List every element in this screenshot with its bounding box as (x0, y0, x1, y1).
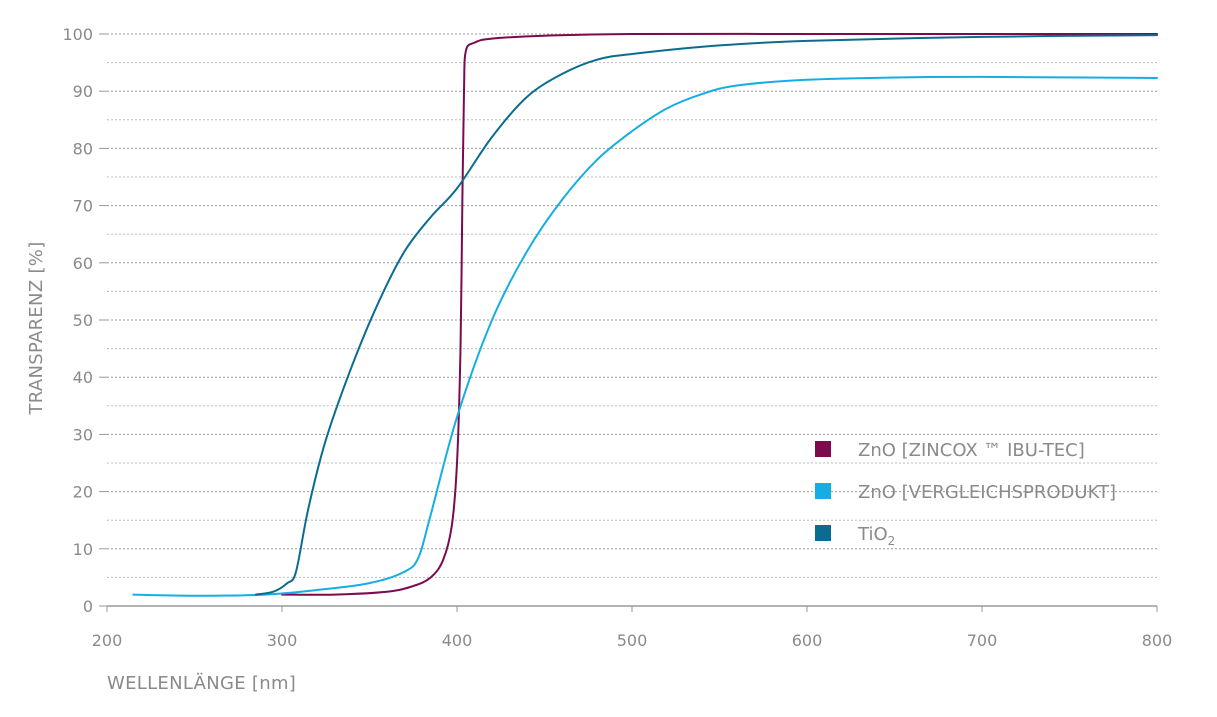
y-axis-ticks: 0 10 20 30 40 50 60 70 80 90 100 (62, 25, 107, 616)
series-line-zincox-ibu-tec (281, 32, 1158, 596)
x-tick-label: 400 (442, 631, 473, 650)
legend: ZnO [ZINCOX ™ IBU-TEC] ZnO [VERGLEICHSPRO… (815, 440, 1116, 548)
y-tick-label: 100 (62, 25, 93, 44)
y-tick-label: 80 (73, 139, 93, 158)
legend-swatch (815, 525, 831, 541)
y-tick-label: 90 (73, 82, 93, 101)
y-tick-label: 20 (73, 483, 93, 502)
legend-label: TiO2 (857, 524, 895, 548)
legend-swatch (815, 483, 831, 499)
series-line-vergleichsprodukt (132, 75, 1158, 597)
legend-swatch (815, 441, 831, 457)
legend-label: ZnO [ZINCOX ™ IBU-TEC] (858, 440, 1085, 461)
y-tick-label: 60 (73, 254, 93, 273)
x-tick-label: 500 (617, 631, 648, 650)
series-lines (132, 32, 1158, 597)
y-tick-label: 30 (73, 425, 93, 444)
x-tick-label: 800 (1142, 631, 1173, 650)
y-tick-label: 50 (73, 311, 93, 330)
legend-label: ZnO [VERGLEICHSPRODUKT] (858, 482, 1116, 503)
x-tick-label: 200 (92, 631, 123, 650)
y-tick-label: 40 (73, 368, 93, 387)
y-tick-label: 10 (73, 540, 93, 559)
x-tick-label: 700 (967, 631, 998, 650)
y-tick-label: 0 (83, 597, 93, 616)
x-axis-ticks: 200 300 400 500 600 700 800 (92, 606, 1173, 650)
x-tick-label: 300 (267, 631, 298, 650)
y-axis-title: TRANSPARENZ [%] (26, 241, 47, 415)
x-tick-label: 600 (792, 631, 823, 650)
y-tick-label: 70 (73, 197, 93, 216)
series-line-tio2 (254, 34, 1158, 596)
x-axis-title: WELLENLÄNGE [nm] (107, 673, 296, 694)
